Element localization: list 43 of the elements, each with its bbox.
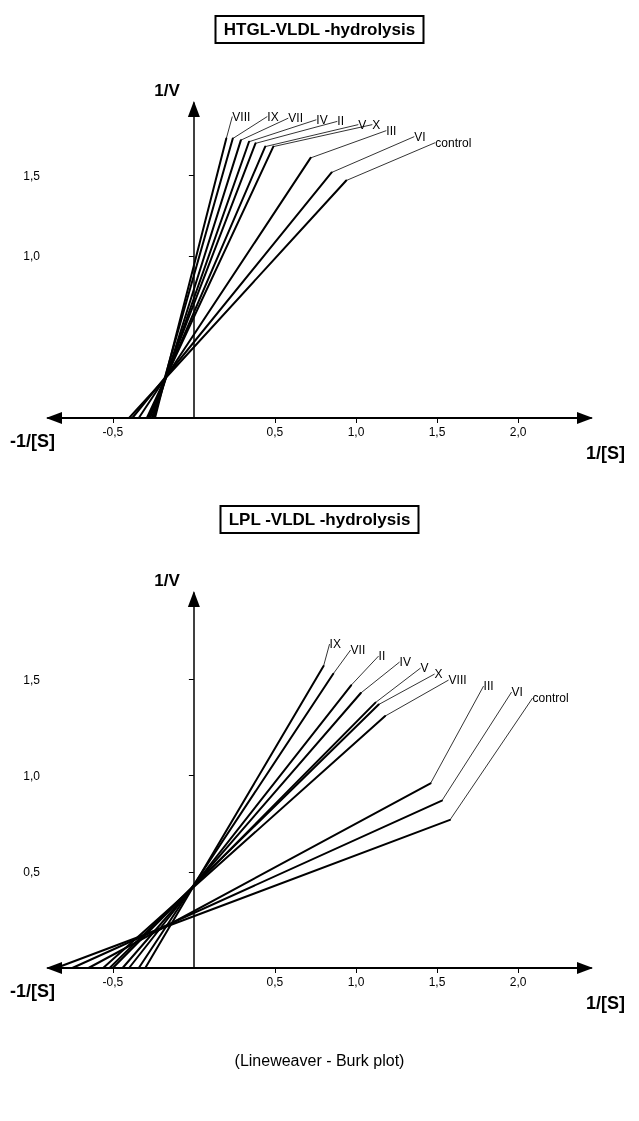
text: III — [483, 679, 494, 694]
text: IV — [316, 112, 328, 127]
x-axis-title: 1/[S] — [585, 443, 626, 463]
x-tick-label: 1,0 — [347, 975, 365, 989]
x-tick-label: 1,5 — [428, 425, 446, 439]
y-tick-label: 1,5 — [23, 672, 41, 687]
y-axis-title: 1/V — [154, 81, 181, 100]
x-tick-label: 1,5 — [428, 975, 446, 989]
text: X — [372, 117, 381, 132]
text: VII — [288, 111, 303, 126]
series-label: IX — [329, 637, 341, 652]
text: control — [532, 691, 569, 706]
text: -1/[S] — [10, 431, 55, 451]
text: VI — [511, 685, 523, 700]
text: VIII — [448, 673, 467, 688]
series-label: VIII — [232, 109, 251, 124]
y-tick-label: 1,0 — [23, 768, 41, 783]
x-tick-label: 0,5 — [266, 425, 284, 439]
text: -1/[S] — [10, 981, 55, 1001]
x-tick-label: -0,5 — [102, 425, 124, 439]
x-axis-title: 1/[S] — [585, 993, 626, 1013]
text: X — [434, 667, 443, 682]
chart-title: LPL -VLDL -hydrolysis — [228, 510, 411, 529]
x-tick-label: 2,0 — [509, 425, 527, 439]
text: IX — [267, 109, 279, 124]
x-tick-label: 0,5 — [266, 975, 284, 989]
y-tick-label: 1,5 — [23, 168, 41, 183]
chart-title: HTGL-VLDL -hydrolysis — [223, 20, 416, 39]
text: V — [420, 661, 429, 676]
text: IV — [399, 655, 411, 670]
text: VII — [350, 643, 366, 658]
text: II — [378, 649, 386, 664]
x-tick-label: 2,0 — [509, 975, 527, 989]
text: (Lineweaver - Burk plot) — [234, 1051, 405, 1069]
text: VI — [414, 129, 426, 144]
x-tick-label: -0,5 — [102, 975, 124, 989]
x-tick-label: 1,0 — [347, 425, 365, 439]
text: control — [435, 135, 472, 150]
y-tick-label: 1,0 — [23, 249, 41, 264]
y-tick-label: 0,5 — [23, 864, 41, 879]
y-axis-title: 1/V — [154, 571, 181, 590]
text: II — [337, 114, 344, 129]
text: III — [386, 123, 397, 138]
